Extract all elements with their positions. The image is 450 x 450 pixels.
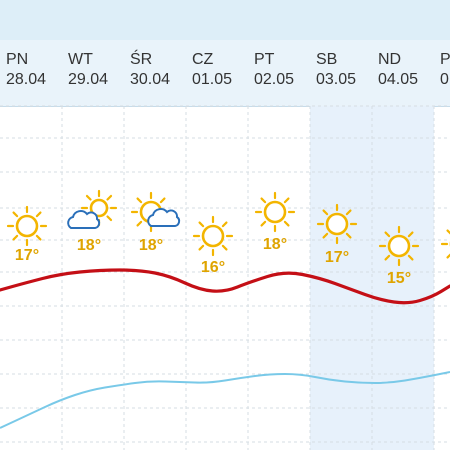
day-temperature: 16°: [201, 259, 225, 276]
temperature-line: [0, 268, 450, 305]
day-header-6: ND 04.05: [378, 50, 440, 90]
day-date: 0: [440, 71, 449, 88]
day-header-4: PT 02.05: [254, 50, 316, 90]
secondary-line: [0, 371, 450, 429]
day-date: 30.04: [130, 71, 171, 88]
day-date: 02.05: [254, 71, 295, 88]
day-name: SB: [316, 51, 338, 68]
sun-icon: [192, 215, 234, 257]
day-temperature: 18°: [263, 236, 287, 253]
day-temperature: 17°: [325, 249, 349, 266]
days-header: PN 28.04 WT 29.04 ŚR 30.04 CZ 01.05 PT 02.05 SB 03.…: [0, 40, 450, 107]
day-name: CZ: [192, 51, 214, 68]
day-header-3: CZ 01.05: [192, 50, 254, 90]
day-date: 29.04: [68, 71, 109, 88]
day-name: ŚR: [130, 51, 153, 68]
day-temperature: 15°: [387, 270, 411, 287]
day-name: PT: [254, 51, 275, 68]
sun-icon: [6, 205, 48, 247]
sun-icon: [80, 189, 118, 227]
day-header-2: ŚR 30.04: [130, 50, 192, 90]
day-name: P: [440, 51, 450, 68]
day-header-1: WT 29.04: [68, 50, 130, 90]
day-name: PN: [6, 51, 29, 68]
day-name: WT: [68, 51, 93, 68]
sun-icon: [254, 191, 296, 233]
day-date: 01.05: [192, 71, 233, 88]
sun-icon: [378, 225, 420, 267]
day-temperature: 17°: [15, 247, 39, 264]
day-header-5: SB 03.05: [316, 50, 378, 90]
day-date: 04.05: [378, 71, 419, 88]
day-temperature: 18°: [139, 237, 163, 254]
day-header-0: PN 28.04: [6, 50, 68, 90]
day-date: 28.04: [6, 71, 47, 88]
day-date: 03.05: [316, 71, 357, 88]
day-temperature: 18°: [77, 237, 101, 254]
cloud-icon: [67, 210, 101, 229]
weekend-highlight: [372, 106, 434, 450]
sun-icon: [316, 203, 358, 245]
day-name: ND: [378, 51, 402, 68]
cloud-icon: [147, 208, 181, 227]
sun-icon: [440, 229, 450, 259]
